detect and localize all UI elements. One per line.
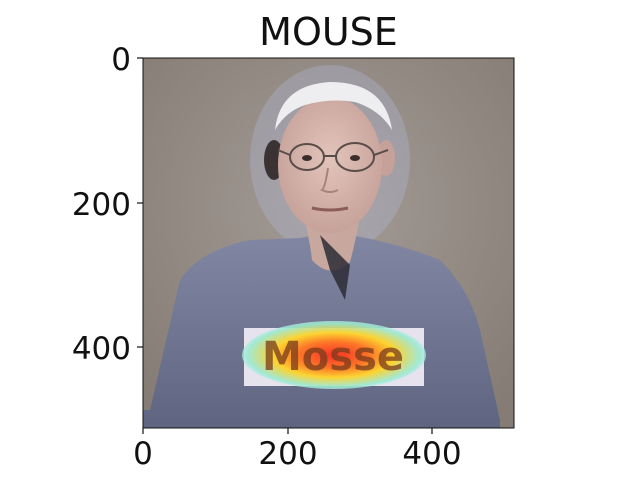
x-axis: 0 200 400 bbox=[133, 428, 462, 472]
y-tick-label: 0 bbox=[111, 42, 131, 78]
shirt-text: Mosse bbox=[262, 334, 404, 380]
face bbox=[278, 97, 382, 233]
hair bbox=[275, 82, 392, 130]
x-tick-label: 200 bbox=[258, 436, 317, 472]
x-tick-label: 0 bbox=[133, 436, 153, 472]
neck-shadow bbox=[320, 235, 350, 300]
right-eye bbox=[350, 155, 360, 161]
y-tick-label: 400 bbox=[72, 331, 131, 367]
axes-frame bbox=[142, 57, 515, 429]
x-tick-label: 400 bbox=[402, 436, 461, 472]
plot-title: MOUSE bbox=[259, 10, 398, 54]
y-tick-label: 200 bbox=[72, 187, 131, 223]
glasses bbox=[277, 142, 389, 172]
y-axis: 0 200 400 bbox=[72, 42, 143, 367]
image-panel: Mosse bbox=[143, 58, 514, 428]
mouth bbox=[311, 206, 349, 212]
left-eye bbox=[302, 155, 312, 161]
attention-heatmap bbox=[242, 321, 426, 389]
nose bbox=[320, 167, 339, 193]
